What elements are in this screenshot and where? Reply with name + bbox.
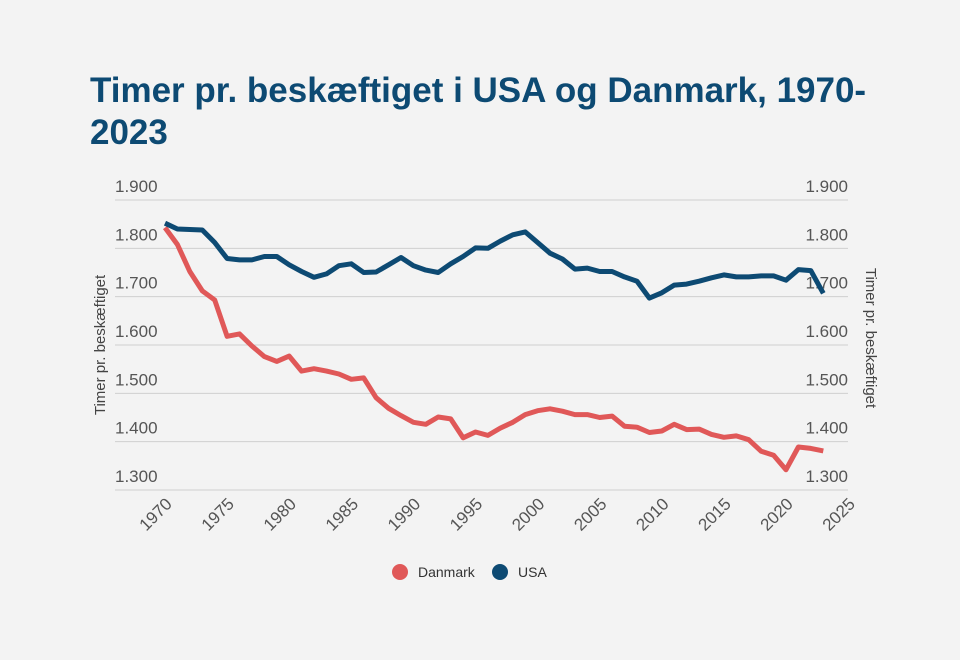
x-tick: 2005: [570, 494, 610, 534]
y-tick-right: 1.600: [805, 322, 848, 341]
y-tick-left: 1.700: [115, 274, 158, 293]
chart-title: Timer pr. beskæftiget i USA og Danmark, …: [90, 71, 867, 152]
legend-marker-danmark: [392, 564, 408, 580]
y-tick-right: 1.400: [805, 419, 848, 438]
x-tick: 1980: [260, 494, 300, 534]
x-tick: 2025: [819, 494, 859, 534]
x-tick: 1990: [384, 494, 424, 534]
y-tick-right: 1.800: [805, 225, 848, 244]
y-tick-left: 1.800: [115, 225, 158, 244]
x-tick: 1975: [198, 494, 238, 534]
y-tick-left: 1.300: [115, 467, 158, 486]
x-tick: 1995: [446, 494, 486, 534]
x-tick: 2010: [632, 494, 672, 534]
y-tick-right: 1.500: [805, 370, 848, 389]
y-tick-left: 1.600: [115, 322, 158, 341]
y-tick-left: 1.900: [115, 177, 158, 196]
y-tick-left: 1.400: [115, 419, 158, 438]
y-tick-right: 1.300: [805, 467, 848, 486]
y-tick-right: 1.900: [805, 177, 848, 196]
legend-label: Danmark: [418, 564, 476, 580]
series-line-danmark: [162, 226, 824, 473]
y-axis-title-right: Timer pr. beskæftiget: [862, 268, 879, 409]
x-tick: 2020: [757, 494, 797, 534]
x-tick: 2000: [508, 494, 548, 534]
x-tick: 1970: [136, 494, 176, 534]
y-tick-left: 1.500: [115, 370, 158, 389]
y-axis-title-left: Timer pr. beskæftiget: [92, 274, 109, 415]
series-line-usa: [163, 220, 826, 301]
x-tick: 1985: [322, 494, 362, 534]
legend-label: USA: [518, 564, 547, 580]
legend-marker-usa: [492, 564, 508, 580]
x-tick: 2015: [695, 494, 735, 534]
